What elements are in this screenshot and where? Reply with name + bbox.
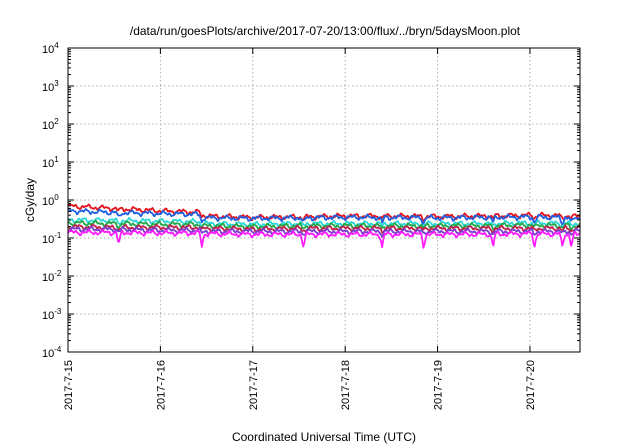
- y-tick-base: 10: [42, 234, 54, 246]
- y-tick-exponent: 4: [54, 41, 59, 50]
- y-tick-label: 10-2: [42, 269, 62, 284]
- series-line-2: [67, 207, 581, 226]
- y-tick-label: 10-3: [42, 307, 62, 322]
- y-tick-label: 102: [42, 117, 59, 132]
- series-layer: [67, 203, 581, 249]
- x-tick-label: 2017-7-15: [63, 360, 75, 410]
- y-tick-base: 10: [42, 158, 54, 170]
- x-tick-label: 2017-7-16: [155, 360, 167, 410]
- series-line-7: [67, 228, 581, 249]
- y-tick-exponent: -3: [54, 307, 62, 316]
- series-line-6: [67, 226, 581, 238]
- y-tick-exponent: 0: [54, 193, 59, 202]
- x-axis-ticks: 2017-7-15 2017-7-16 2017-7-17 2017-7-18 2017…: [63, 48, 537, 410]
- y-tick-label: 103: [42, 79, 59, 94]
- y-tick-base: 10: [42, 44, 54, 56]
- x-tick-label: 2017-7-18: [340, 360, 352, 410]
- y-tick-base: 10: [42, 348, 54, 360]
- y-tick-base: 10: [42, 120, 54, 132]
- y-tick-exponent: 1: [54, 155, 59, 164]
- y-tick-base: 10: [42, 310, 54, 322]
- y-tick-label: 104: [42, 41, 59, 56]
- y-tick-exponent: 3: [54, 79, 59, 88]
- x-tick-label: 2017-7-20: [525, 360, 537, 410]
- y-tick-label: 100: [42, 193, 59, 208]
- chart-title: /data/run/goesPlots/archive/2017-07-20/1…: [130, 24, 521, 38]
- y-tick-label: 101: [42, 155, 59, 170]
- y-tick-base: 10: [42, 82, 54, 94]
- y-tick-exponent: 2: [54, 117, 59, 126]
- y-tick-label: 10-1: [42, 231, 62, 246]
- grid-lines: [68, 48, 580, 352]
- y-tick-base: 10: [42, 196, 54, 208]
- y-tick-exponent: -1: [54, 231, 62, 240]
- y-tick-exponent: -4: [54, 345, 62, 354]
- y-tick-exponent: -2: [54, 269, 62, 278]
- x-tick-label: 2017-7-19: [433, 360, 445, 410]
- y-tick-base: 10: [42, 272, 54, 284]
- y-tick-label: 10-4: [42, 345, 62, 360]
- series-line-5: [67, 223, 581, 235]
- x-tick-label: 2017-7-17: [248, 360, 260, 410]
- x-axis-label: Coordinated Universal Time (UTC): [232, 430, 416, 444]
- y-axis-label: cGy/day: [23, 178, 37, 222]
